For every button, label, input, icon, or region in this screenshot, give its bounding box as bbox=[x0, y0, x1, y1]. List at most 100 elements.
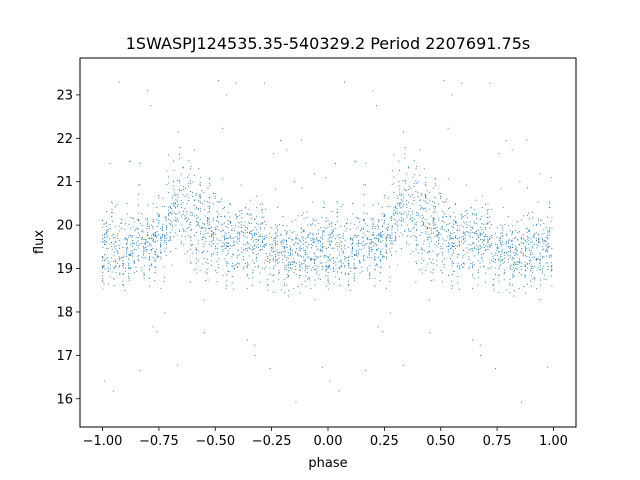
data-point bbox=[332, 230, 334, 233]
data-point bbox=[212, 239, 214, 241]
data-point bbox=[263, 235, 266, 237]
data-point bbox=[406, 173, 408, 175]
data-point bbox=[513, 257, 515, 260]
data-point bbox=[336, 241, 338, 244]
data-point bbox=[386, 239, 388, 241]
data-point bbox=[537, 218, 539, 220]
data-point bbox=[169, 211, 172, 213]
data-point bbox=[303, 263, 305, 265]
data-point bbox=[240, 247, 242, 249]
data-point bbox=[188, 200, 190, 202]
data-point bbox=[472, 241, 474, 243]
data-point bbox=[126, 247, 128, 249]
data-point bbox=[539, 299, 542, 301]
data-point bbox=[168, 209, 170, 211]
data-point bbox=[205, 240, 207, 243]
data-point bbox=[175, 213, 177, 215]
data-point bbox=[158, 223, 160, 225]
data-point bbox=[451, 262, 453, 264]
data-point bbox=[434, 221, 436, 224]
data-point bbox=[378, 221, 380, 223]
data-point bbox=[496, 246, 498, 249]
data-point bbox=[451, 94, 453, 96]
data-point bbox=[528, 256, 530, 258]
data-point bbox=[538, 258, 540, 260]
data-point bbox=[407, 228, 409, 230]
data-point bbox=[390, 216, 393, 218]
data-point bbox=[399, 204, 401, 206]
data-point bbox=[494, 258, 496, 261]
data-point bbox=[475, 248, 477, 250]
data-point bbox=[286, 284, 288, 286]
data-point bbox=[419, 235, 421, 237]
data-point bbox=[402, 234, 404, 236]
data-point bbox=[135, 228, 137, 230]
data-point bbox=[520, 236, 523, 238]
data-point bbox=[331, 229, 333, 231]
data-point bbox=[239, 235, 241, 237]
data-point bbox=[222, 208, 224, 210]
data-point bbox=[171, 226, 173, 228]
data-point bbox=[381, 225, 384, 227]
data-point bbox=[214, 248, 216, 250]
data-point bbox=[476, 218, 478, 220]
data-point bbox=[260, 249, 262, 251]
data-point bbox=[547, 245, 549, 248]
data-point bbox=[239, 240, 241, 242]
data-point bbox=[265, 223, 267, 225]
data-point bbox=[245, 244, 247, 246]
data-point bbox=[515, 252, 517, 254]
data-point bbox=[442, 252, 444, 254]
data-point bbox=[532, 247, 534, 249]
data-point bbox=[509, 266, 512, 268]
data-point bbox=[408, 166, 410, 168]
data-point bbox=[278, 269, 280, 271]
data-point bbox=[449, 236, 451, 239]
data-point bbox=[145, 243, 147, 245]
data-point bbox=[178, 188, 180, 191]
data-point bbox=[389, 236, 391, 238]
data-point bbox=[312, 201, 314, 203]
data-point bbox=[327, 271, 329, 274]
data-point bbox=[415, 180, 417, 182]
data-point bbox=[149, 242, 151, 244]
data-point bbox=[332, 268, 335, 270]
data-point bbox=[299, 292, 301, 294]
data-point bbox=[432, 187, 434, 189]
data-point bbox=[363, 237, 365, 239]
data-point bbox=[115, 266, 117, 268]
data-point bbox=[106, 231, 108, 233]
data-point bbox=[436, 234, 438, 236]
data-point bbox=[397, 197, 399, 200]
data-point bbox=[310, 259, 312, 261]
data-point bbox=[503, 261, 506, 263]
data-point bbox=[252, 240, 254, 242]
data-point bbox=[286, 244, 288, 246]
data-point bbox=[207, 219, 209, 222]
data-point bbox=[220, 200, 222, 202]
data-point bbox=[216, 238, 218, 240]
data-point bbox=[156, 240, 158, 242]
data-point bbox=[118, 265, 121, 267]
data-point bbox=[199, 183, 201, 185]
data-point bbox=[269, 232, 271, 234]
data-point bbox=[338, 234, 340, 236]
data-point bbox=[385, 244, 387, 246]
data-point bbox=[354, 254, 356, 256]
data-point bbox=[303, 260, 305, 262]
data-point bbox=[207, 187, 209, 189]
data-point bbox=[255, 229, 258, 231]
data-point bbox=[423, 243, 425, 245]
data-point bbox=[101, 220, 104, 222]
data-point bbox=[124, 255, 126, 257]
data-point bbox=[223, 245, 225, 247]
data-point bbox=[451, 245, 453, 248]
data-point bbox=[440, 196, 442, 198]
data-point bbox=[357, 241, 359, 244]
data-point bbox=[525, 275, 527, 277]
data-point bbox=[509, 247, 511, 249]
data-point bbox=[201, 190, 203, 192]
data-point bbox=[394, 223, 396, 225]
data-point bbox=[164, 240, 166, 242]
data-point bbox=[197, 260, 199, 262]
